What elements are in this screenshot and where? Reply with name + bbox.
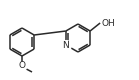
Text: O: O: [18, 62, 25, 70]
Text: OH: OH: [101, 18, 115, 28]
Text: N: N: [63, 40, 69, 50]
